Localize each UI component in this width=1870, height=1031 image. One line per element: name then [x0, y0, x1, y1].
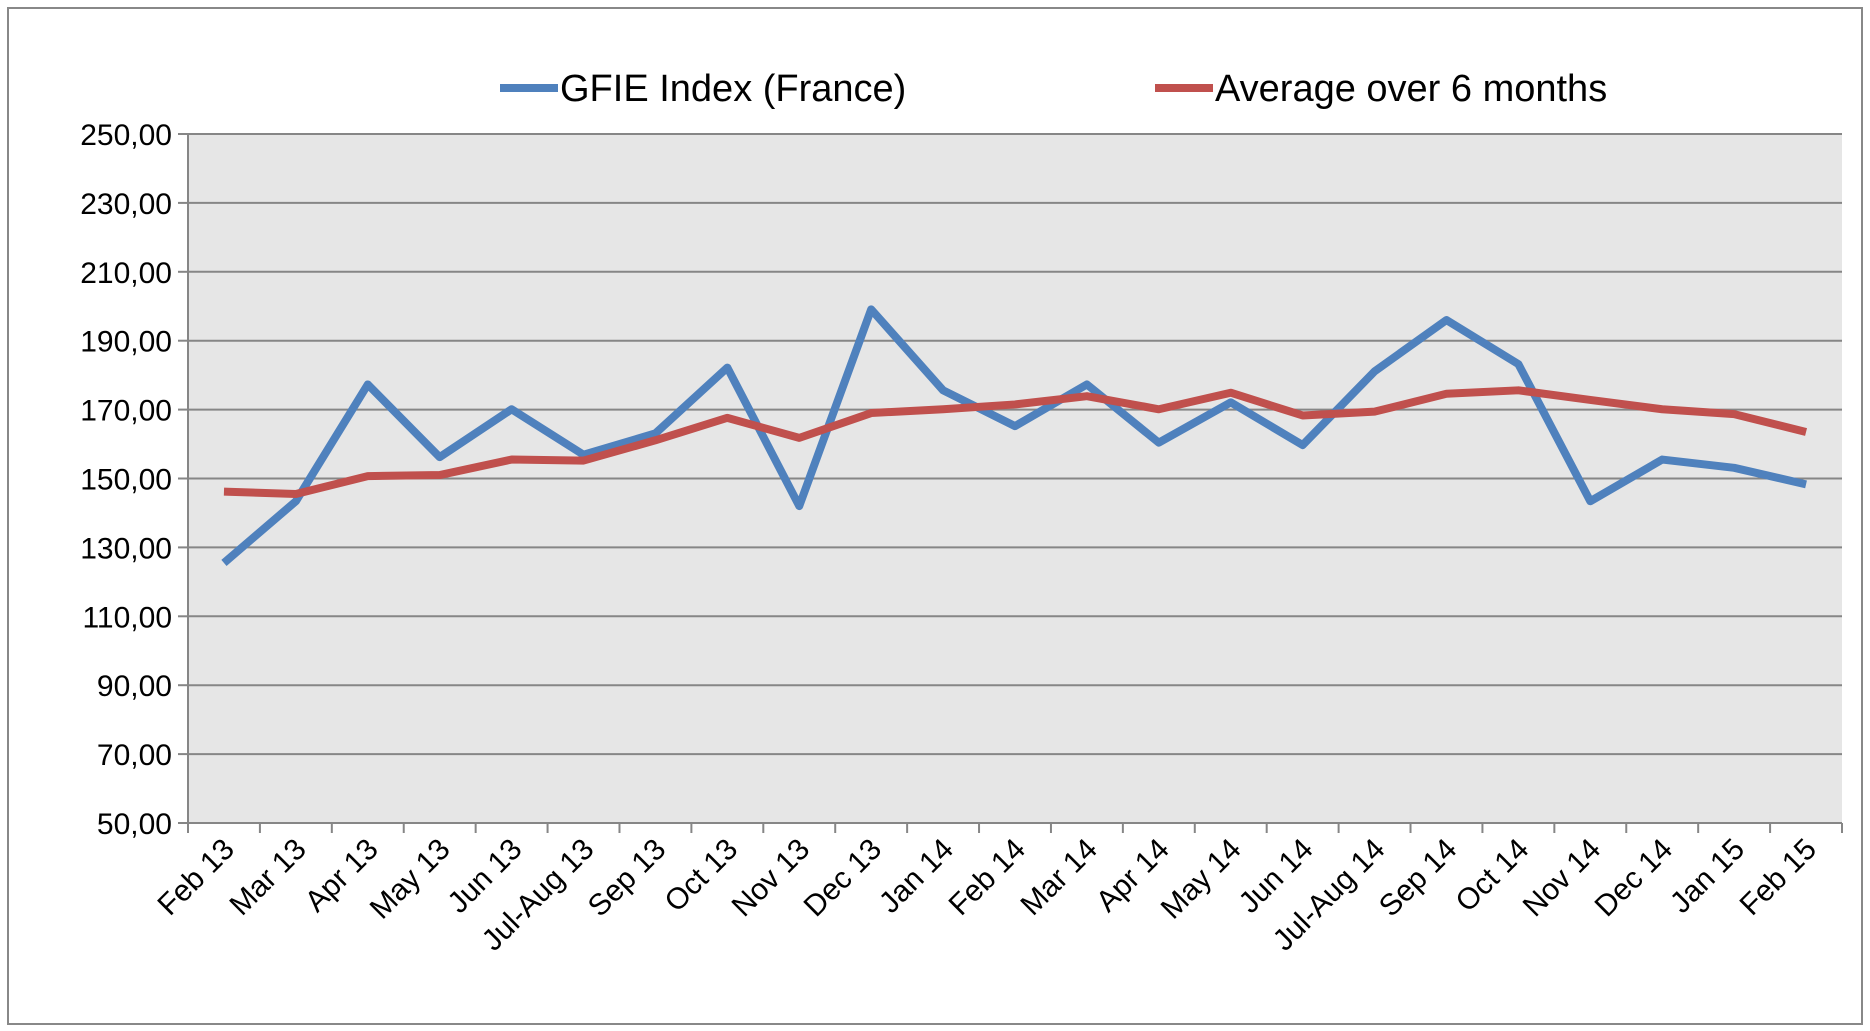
- y-tick-label: 190,00: [80, 326, 172, 359]
- y-tick-label: 50,00: [97, 808, 172, 841]
- legend-label: GFIE Index (France): [560, 68, 906, 110]
- y-tick-label: 70,00: [97, 739, 172, 772]
- y-tick-label: 170,00: [80, 395, 172, 428]
- y-tick-label: 150,00: [80, 464, 172, 497]
- y-tick-label: 130,00: [80, 532, 172, 565]
- series-line: [221, 305, 1807, 566]
- y-tick-label: 90,00: [97, 670, 172, 703]
- legend-label: Average over 6 months: [1215, 68, 1607, 110]
- y-tick-label: 110,00: [82, 601, 172, 634]
- legend: GFIE Index (France) Average over 6 months: [500, 68, 1607, 110]
- series-line: [223, 386, 1808, 499]
- y-tick-label: 250,00: [80, 119, 172, 152]
- y-tick-label: 230,00: [80, 188, 172, 221]
- y-tick-label: 210,00: [80, 257, 172, 290]
